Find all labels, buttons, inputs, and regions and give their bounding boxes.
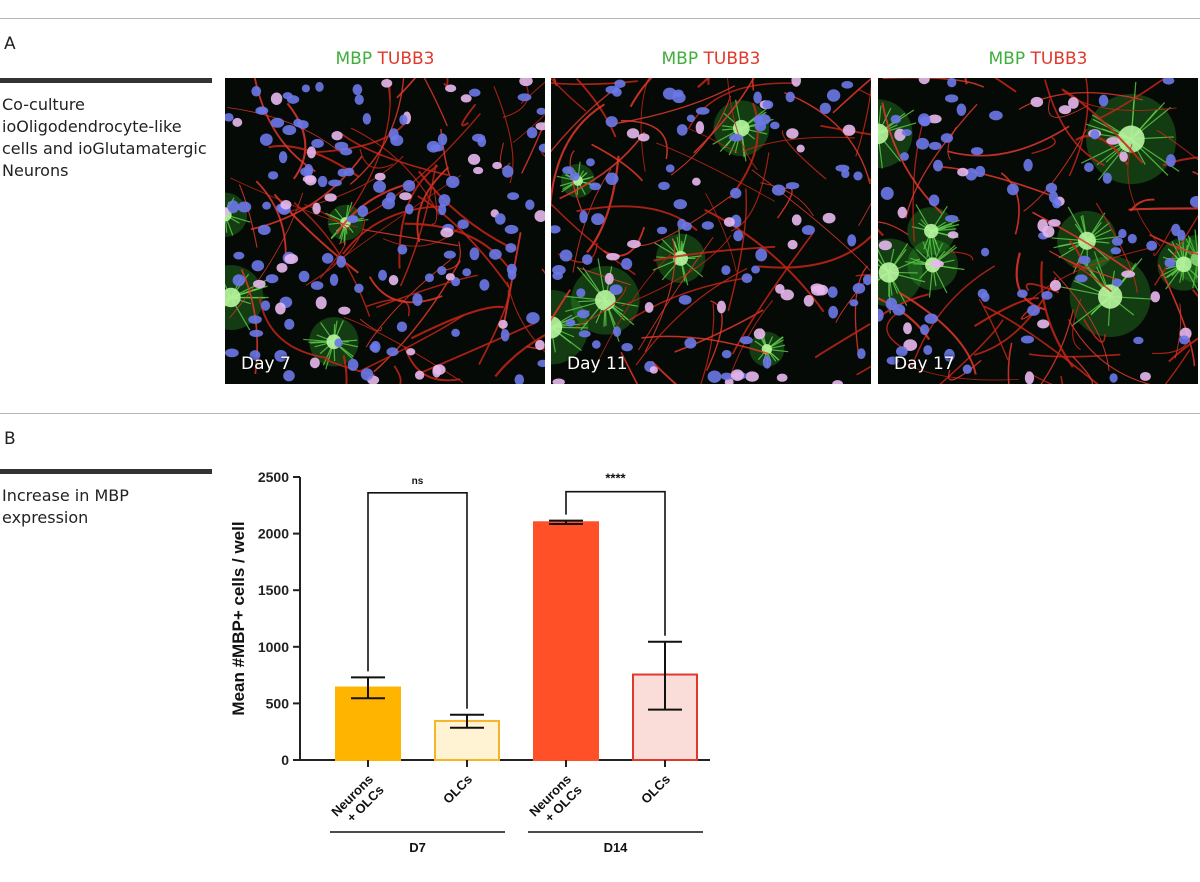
x-category-label-2: Neurons+ OLCs	[526, 772, 585, 831]
mbp-bar-chart: 0 500 1000 1500 2000 2500 Mean #MBP+ cells / w…	[229, 469, 710, 855]
significance-bracket-1	[565, 490, 666, 636]
y-tick-label-0: 0	[281, 752, 289, 768]
micrograph-day11-image	[551, 78, 871, 384]
group-label-0: D7	[409, 840, 426, 855]
image-1-mbp-label: MBP	[335, 49, 373, 69]
x-category-label-1: OLCs	[440, 772, 475, 807]
image-3-mbp-label: MBP	[988, 49, 1026, 69]
image-2-tubb3-label: TUBB3	[703, 49, 761, 69]
image-1-title: MBP TUBB3	[225, 49, 545, 69]
significance-label-0: ns	[412, 476, 424, 487]
image-2-day-label: Day 11	[567, 354, 628, 374]
micrograph-day7-image	[225, 78, 545, 384]
micrograph-day7: Day 7	[225, 78, 545, 384]
group-label-1: D14	[604, 840, 629, 855]
panel-a-side-bar	[0, 78, 212, 83]
y-tick-label-1: 500	[266, 695, 290, 711]
image-2-title: MBP TUBB3	[551, 49, 871, 69]
top-divider	[0, 18, 1200, 19]
bar-2	[533, 521, 599, 761]
panel-b-letter: B	[4, 429, 16, 449]
panel-b-side-bar	[0, 469, 212, 474]
micrograph-day17-image	[878, 78, 1198, 384]
image-1-tubb3-label: TUBB3	[377, 49, 435, 69]
image-1-day-label: Day 7	[241, 354, 291, 374]
significance-bracket-0	[367, 492, 468, 709]
panel-a-letter: A	[4, 34, 16, 54]
image-3-day-label: Day 17	[894, 354, 955, 374]
y-tick-label-5: 2500	[258, 469, 289, 485]
micrograph-day17: Day 17	[878, 78, 1198, 384]
x-category-label-3: OLCs	[638, 772, 673, 807]
image-3-tubb3-label: TUBB3	[1030, 49, 1088, 69]
image-2-mbp-label: MBP	[661, 49, 699, 69]
micrograph-day11: Day 11	[551, 78, 871, 384]
panel-b-description: Increase in MBP expression	[2, 486, 129, 527]
y-tick-label-2: 1000	[258, 639, 289, 655]
y-tick-label-4: 2000	[258, 526, 289, 542]
y-axis-label: Mean #MBP+ cells / well	[229, 521, 248, 715]
significance-label-1: ****	[605, 471, 626, 486]
y-tick-label-3: 1500	[258, 582, 289, 598]
middle-divider	[0, 413, 1200, 414]
x-category-label-0: Neurons+ OLCs	[328, 772, 387, 831]
image-3-title: MBP TUBB3	[878, 49, 1198, 69]
panel-a-description: Co-culture ioOligodendrocyte-like cells …	[2, 95, 207, 180]
